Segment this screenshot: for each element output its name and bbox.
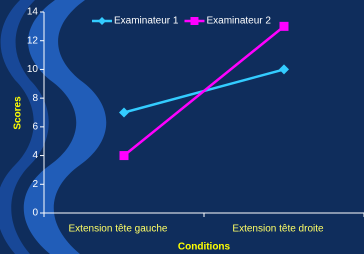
- x-tick-label: Extension tête droite: [232, 224, 324, 235]
- x-tick-label: Extension tête gauche: [69, 224, 168, 235]
- x-axis-title: Conditions: [178, 242, 231, 253]
- data-point: [120, 151, 129, 160]
- y-tick-label: 14: [27, 7, 39, 18]
- legend-label: Examinateur 1: [114, 16, 179, 27]
- data-point: [280, 22, 289, 31]
- y-tick-label: 10: [27, 64, 39, 75]
- legend-label: Examinateur 2: [206, 16, 271, 27]
- chart: Scores Conditions 0 2 4 6 8 10 12 14 Extension t…: [0, 0, 364, 254]
- y-tick-label: 8: [32, 93, 38, 104]
- y-tick-label: 0: [32, 208, 38, 219]
- y-axis-title: Scores: [13, 96, 24, 130]
- legend-marker: [190, 17, 198, 25]
- y-tick-label: 12: [27, 35, 39, 46]
- y-tick-label: 4: [32, 150, 38, 161]
- y-tick-label: 6: [32, 121, 38, 132]
- page: Scores Conditions 0 2 4 6 8 10 12 14 Extension t…: [0, 0, 364, 254]
- y-tick-label: 2: [32, 179, 38, 190]
